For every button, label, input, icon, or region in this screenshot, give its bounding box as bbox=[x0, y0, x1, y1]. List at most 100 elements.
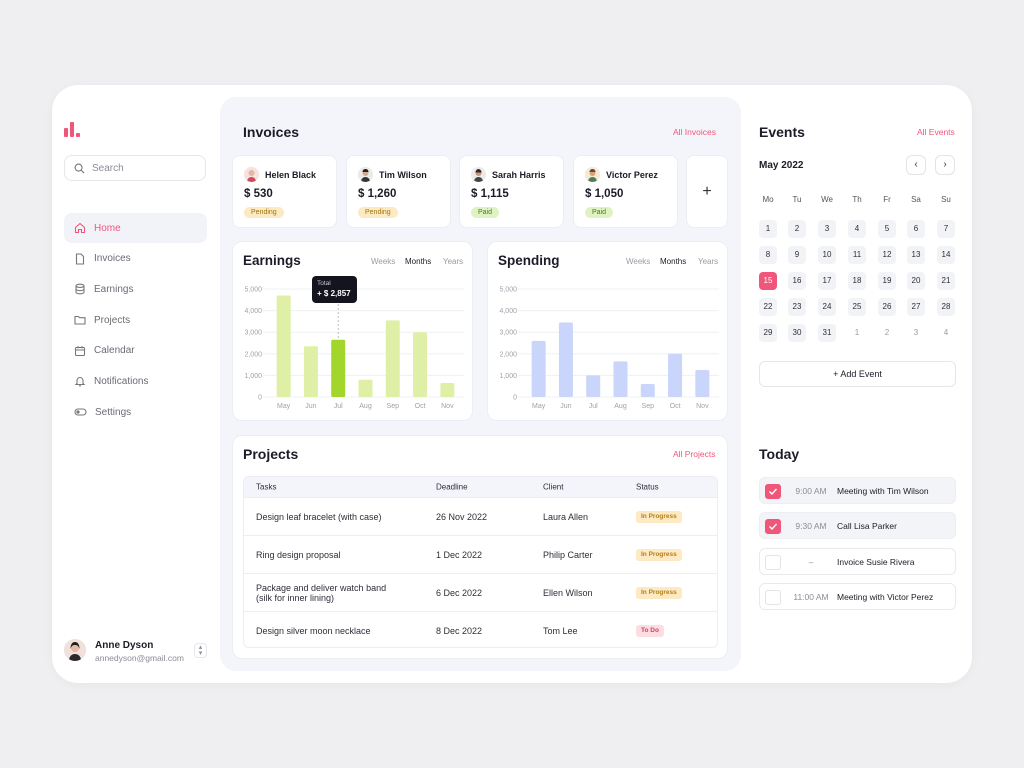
table-row[interactable]: Design leaf bracelet (with case) 26 Nov … bbox=[244, 497, 717, 535]
calendar-day[interactable]: 18 bbox=[848, 272, 866, 290]
task-line: Package and deliver watch band bbox=[256, 582, 387, 593]
all-invoices-link[interactable]: All Invoices bbox=[673, 127, 716, 137]
user-profile[interactable]: Anne Dyson annedyson@gmail.com ▴ ▾ bbox=[64, 637, 207, 665]
chevron-left-icon[interactable]: ‹ bbox=[906, 155, 926, 175]
sidebar-item-projects[interactable]: Projects bbox=[64, 305, 207, 335]
calendar-day[interactable]: 3 bbox=[907, 324, 925, 342]
search-input[interactable]: Search bbox=[64, 155, 206, 181]
bar[interactable] bbox=[695, 370, 710, 397]
chevron-right-icon[interactable]: › bbox=[935, 155, 955, 175]
today-item[interactable]: 9:00 AM Meeting with Tim Wilson bbox=[759, 477, 956, 504]
client-name: Victor Perez bbox=[606, 170, 658, 180]
calendar-day[interactable]: 7 bbox=[937, 220, 955, 238]
checkbox[interactable] bbox=[765, 555, 781, 570]
calendar-day[interactable]: 20 bbox=[907, 272, 925, 290]
calendar-day[interactable]: 1 bbox=[848, 324, 866, 342]
bar[interactable] bbox=[586, 375, 601, 397]
invoice-card[interactable]: Tim Wilson $ 1,260 Pending bbox=[346, 155, 451, 228]
bar[interactable] bbox=[640, 384, 655, 397]
calendar-day[interactable]: 14 bbox=[937, 246, 955, 264]
calendar-day[interactable]: 23 bbox=[788, 298, 806, 316]
checkbox[interactable] bbox=[765, 484, 781, 499]
deadline: 6 Dec 2022 bbox=[436, 587, 483, 598]
bar[interactable] bbox=[558, 322, 573, 397]
calendar-day[interactable]: 9 bbox=[788, 246, 806, 264]
calendar-day[interactable]: 8 bbox=[759, 246, 777, 264]
calendar-day[interactable]: 1 bbox=[759, 220, 777, 238]
calendar-day[interactable]: 19 bbox=[878, 272, 896, 290]
bar[interactable] bbox=[668, 353, 683, 397]
bar[interactable] bbox=[613, 361, 628, 397]
calendar-day[interactable]: 15 bbox=[759, 272, 777, 290]
invoice-amount: $ 1,050 bbox=[585, 188, 624, 200]
today-item[interactable]: 9:30 AM Call Lisa Parker bbox=[759, 512, 956, 539]
calendar-day[interactable]: 2 bbox=[788, 220, 806, 238]
calendar-day[interactable]: 4 bbox=[937, 324, 955, 342]
sidebar-item-invoices[interactable]: Invoices bbox=[64, 244, 207, 274]
invoice-card[interactable]: Helen Black $ 530 Pending bbox=[232, 155, 337, 228]
all-projects-link[interactable]: All Projects bbox=[673, 449, 716, 459]
chevron-updown-icon[interactable]: ▴ ▾ bbox=[194, 643, 207, 658]
calendar-day[interactable]: 30 bbox=[788, 324, 806, 342]
range-months[interactable]: Months bbox=[660, 257, 687, 266]
today-item[interactable]: 11:00 AM Meeting with Victor Perez bbox=[759, 583, 956, 610]
app-logo[interactable] bbox=[64, 121, 82, 137]
invoice-card[interactable]: Victor Perez $ 1,050 Paid bbox=[573, 155, 678, 228]
all-events-link[interactable]: All Events bbox=[917, 127, 955, 137]
sidebar-item-settings[interactable]: Settings bbox=[64, 397, 207, 427]
task-line: (silk for inner lining) bbox=[256, 592, 335, 603]
bar[interactable] bbox=[358, 379, 373, 397]
calendar-day[interactable]: 3 bbox=[818, 220, 836, 238]
calendar-day[interactable]: 24 bbox=[818, 298, 836, 316]
calendar-day[interactable]: 12 bbox=[878, 246, 896, 264]
checkbox[interactable] bbox=[765, 590, 781, 605]
calendar-day[interactable]: 21 bbox=[937, 272, 955, 290]
calendar-day[interactable]: 11 bbox=[848, 246, 866, 264]
bar[interactable] bbox=[331, 339, 346, 397]
calendar-day[interactable]: 26 bbox=[878, 298, 896, 316]
calendar-day[interactable]: 29 bbox=[759, 324, 777, 342]
item-time: 9:30 AM bbox=[795, 521, 827, 531]
weekday-label: Su bbox=[941, 195, 951, 204]
range-weeks[interactable]: Weeks bbox=[371, 257, 396, 266]
table-row[interactable]: Package and deliver watch band (silk for … bbox=[244, 573, 717, 611]
calendar-day[interactable]: 31 bbox=[818, 324, 836, 342]
range-weeks[interactable]: Weeks bbox=[626, 257, 651, 266]
table-row[interactable]: Design silver moon necklace 8 Dec 2022 T… bbox=[244, 611, 717, 647]
projects-table: Tasks Deadline Client Status Design leaf… bbox=[243, 476, 718, 648]
sidebar-item-notifications[interactable]: Notifications bbox=[64, 366, 207, 396]
add-event-button[interactable]: + Add Event bbox=[759, 361, 956, 387]
bar[interactable] bbox=[413, 332, 428, 397]
range-years[interactable]: Years bbox=[698, 257, 719, 266]
range-years[interactable]: Years bbox=[443, 257, 464, 266]
calendar-day[interactable]: 17 bbox=[818, 272, 836, 290]
range-months[interactable]: Months bbox=[405, 257, 432, 266]
calendar-day[interactable]: 22 bbox=[759, 298, 777, 316]
calendar-day[interactable]: 4 bbox=[848, 220, 866, 238]
calendar-day[interactable]: 6 bbox=[907, 220, 925, 238]
calendar-day[interactable]: 16 bbox=[788, 272, 806, 290]
sidebar-item-earnings[interactable]: Earnings bbox=[64, 274, 207, 304]
file-icon bbox=[75, 253, 85, 265]
bar[interactable] bbox=[531, 340, 546, 397]
calendar-day[interactable]: 25 bbox=[848, 298, 866, 316]
sidebar-item-label: Home bbox=[94, 222, 121, 234]
calendar-day[interactable]: 13 bbox=[907, 246, 925, 264]
y-tick-label: 4,000 bbox=[499, 308, 517, 315]
calendar-day[interactable]: 10 bbox=[818, 246, 836, 264]
sidebar-item-home[interactable]: Home bbox=[64, 213, 207, 243]
bar[interactable] bbox=[276, 295, 291, 397]
bar[interactable] bbox=[303, 346, 318, 397]
checkbox[interactable] bbox=[765, 519, 781, 534]
bar[interactable] bbox=[440, 382, 455, 397]
invoice-card[interactable]: Sarah Harris $ 1,115 Paid bbox=[459, 155, 564, 228]
table-row[interactable]: Ring design proposal 1 Dec 2022 Philip C… bbox=[244, 535, 717, 573]
calendar-day[interactable]: 27 bbox=[907, 298, 925, 316]
today-item[interactable]: – Invoice Susie Rivera bbox=[759, 548, 956, 575]
calendar-day[interactable]: 2 bbox=[878, 324, 896, 342]
bar[interactable] bbox=[385, 320, 400, 397]
calendar-day[interactable]: 5 bbox=[878, 220, 896, 238]
add-invoice-button[interactable]: + bbox=[686, 155, 728, 228]
calendar-day[interactable]: 28 bbox=[937, 298, 955, 316]
sidebar-item-calendar[interactable]: Calendar bbox=[64, 336, 207, 366]
